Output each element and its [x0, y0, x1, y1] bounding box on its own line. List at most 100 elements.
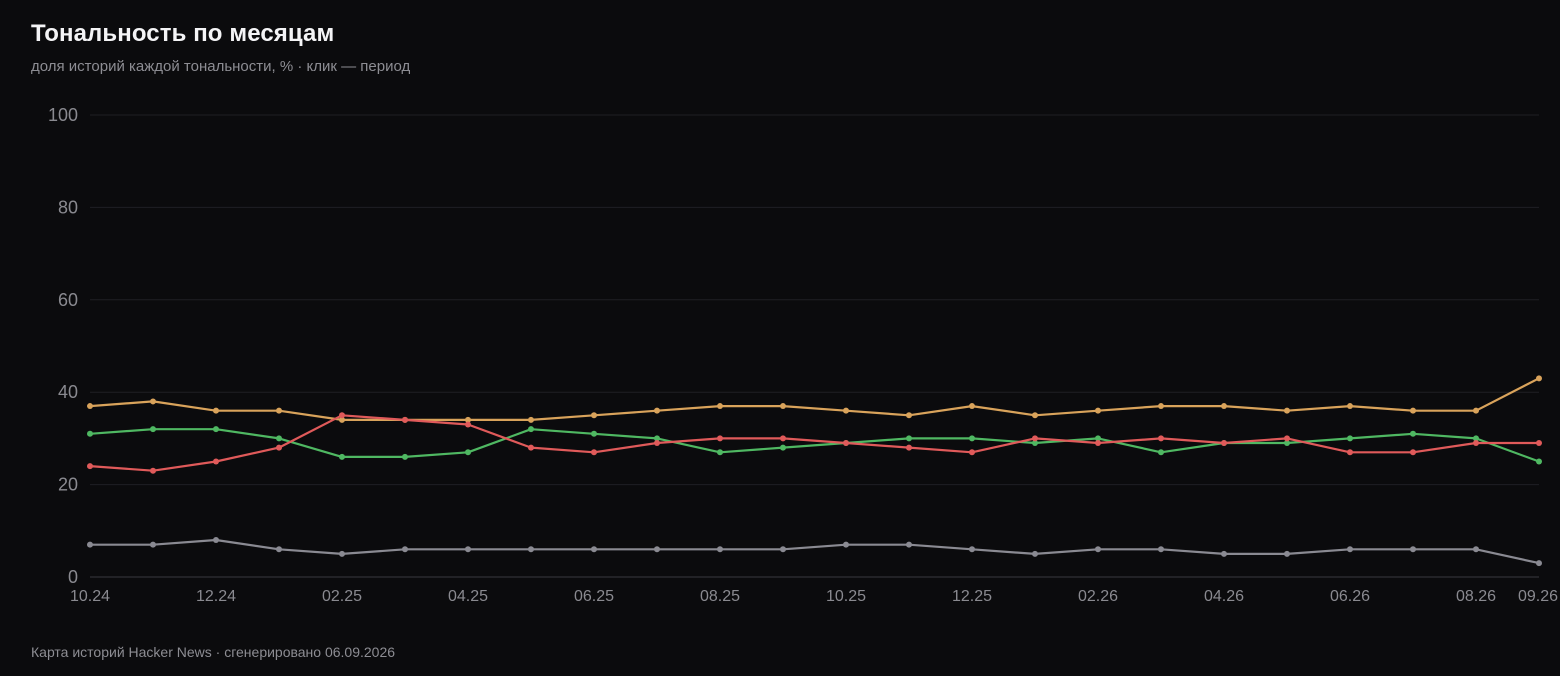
series-1[interactable] [87, 426, 1542, 465]
data-point[interactable] [150, 398, 156, 405]
data-point[interactable] [339, 412, 345, 419]
data-point[interactable] [528, 426, 534, 433]
data-point[interactable] [465, 449, 471, 456]
data-point[interactable] [780, 444, 786, 451]
data-point[interactable] [1284, 407, 1290, 414]
data-point[interactable] [1032, 440, 1038, 447]
series-line[interactable] [88, 414, 1541, 472]
data-point[interactable] [87, 463, 93, 470]
data-point[interactable] [1221, 403, 1227, 410]
data-point[interactable] [276, 407, 282, 414]
data-point[interactable] [276, 546, 282, 553]
data-point[interactable] [969, 449, 975, 456]
data-point[interactable] [654, 546, 660, 553]
data-point[interactable] [1032, 550, 1038, 557]
data-point[interactable] [1536, 375, 1542, 382]
data-point[interactable] [339, 550, 345, 557]
data-point[interactable] [1473, 546, 1479, 553]
data-point[interactable] [402, 416, 408, 423]
data-point[interactable] [465, 546, 471, 553]
data-point[interactable] [1221, 440, 1227, 447]
data-point[interactable] [780, 435, 786, 442]
data-point[interactable] [150, 541, 156, 548]
data-point[interactable] [654, 435, 660, 442]
data-point[interactable] [1158, 546, 1164, 553]
data-point[interactable] [591, 412, 597, 419]
data-point[interactable] [969, 403, 975, 410]
data-point[interactable] [1536, 560, 1542, 567]
data-point[interactable] [1410, 430, 1416, 437]
data-point[interactable] [402, 453, 408, 460]
data-point[interactable] [1284, 550, 1290, 557]
line-chart[interactable]: 0 20 40 60 80 100 10.24 12.24 02.25 04.25 06.25 08… [0, 0, 1560, 640]
data-point[interactable] [1158, 435, 1164, 442]
data-point[interactable] [339, 453, 345, 460]
data-point[interactable] [654, 440, 660, 447]
data-point[interactable] [1347, 403, 1353, 410]
data-point[interactable] [1095, 546, 1101, 553]
data-point[interactable] [969, 546, 975, 553]
data-point[interactable] [1347, 435, 1353, 442]
data-point[interactable] [1473, 407, 1479, 414]
data-point[interactable] [528, 546, 534, 553]
data-point[interactable] [1095, 435, 1101, 442]
data-point[interactable] [1536, 458, 1542, 465]
data-point[interactable] [465, 416, 471, 423]
data-point[interactable] [213, 458, 219, 465]
data-point[interactable] [717, 435, 723, 442]
series-group[interactable] [87, 375, 1542, 567]
data-point[interactable] [1347, 546, 1353, 553]
data-point[interactable] [1032, 435, 1038, 442]
data-point[interactable] [1158, 403, 1164, 410]
data-point[interactable] [465, 421, 471, 428]
data-point[interactable] [402, 546, 408, 553]
data-point[interactable] [843, 541, 849, 548]
data-point[interactable] [906, 435, 912, 442]
data-point[interactable] [906, 541, 912, 548]
data-point[interactable] [1284, 440, 1290, 447]
data-point[interactable] [150, 467, 156, 474]
data-point[interactable] [591, 430, 597, 437]
data-point[interactable] [276, 444, 282, 451]
data-point[interactable] [528, 416, 534, 423]
data-point[interactable] [1158, 449, 1164, 456]
data-point[interactable] [591, 546, 597, 553]
data-point[interactable] [528, 444, 534, 451]
data-point[interactable] [87, 541, 93, 548]
data-point[interactable] [1410, 546, 1416, 553]
data-point[interactable] [150, 426, 156, 433]
data-point[interactable] [213, 407, 219, 414]
data-point[interactable] [213, 537, 219, 544]
data-point[interactable] [717, 449, 723, 456]
data-point[interactable] [87, 403, 93, 410]
data-point[interactable] [87, 430, 93, 437]
data-point[interactable] [1347, 449, 1353, 456]
data-point[interactable] [654, 407, 660, 414]
data-point[interactable] [1410, 407, 1416, 414]
data-point[interactable] [717, 403, 723, 410]
series-2[interactable] [87, 412, 1542, 474]
series-line[interactable] [88, 538, 1541, 565]
data-point[interactable] [843, 407, 849, 414]
data-point[interactable] [843, 440, 849, 447]
data-point[interactable] [906, 412, 912, 419]
data-point[interactable] [780, 546, 786, 553]
data-point[interactable] [1536, 440, 1542, 447]
data-point[interactable] [1221, 550, 1227, 557]
data-point[interactable] [1095, 440, 1101, 447]
data-point[interactable] [780, 403, 786, 410]
data-point[interactable] [906, 444, 912, 451]
data-point[interactable] [1410, 449, 1416, 456]
data-point[interactable] [591, 449, 597, 456]
data-point[interactable] [1032, 412, 1038, 419]
data-point[interactable] [1473, 435, 1479, 442]
data-point[interactable] [969, 435, 975, 442]
series-0[interactable] [87, 375, 1542, 423]
data-point[interactable] [213, 426, 219, 433]
data-point[interactable] [1095, 407, 1101, 414]
series-line[interactable] [88, 377, 1541, 421]
data-point[interactable] [1284, 435, 1290, 442]
data-point[interactable] [339, 416, 345, 423]
data-point[interactable] [276, 435, 282, 442]
series-3[interactable] [87, 537, 1542, 567]
